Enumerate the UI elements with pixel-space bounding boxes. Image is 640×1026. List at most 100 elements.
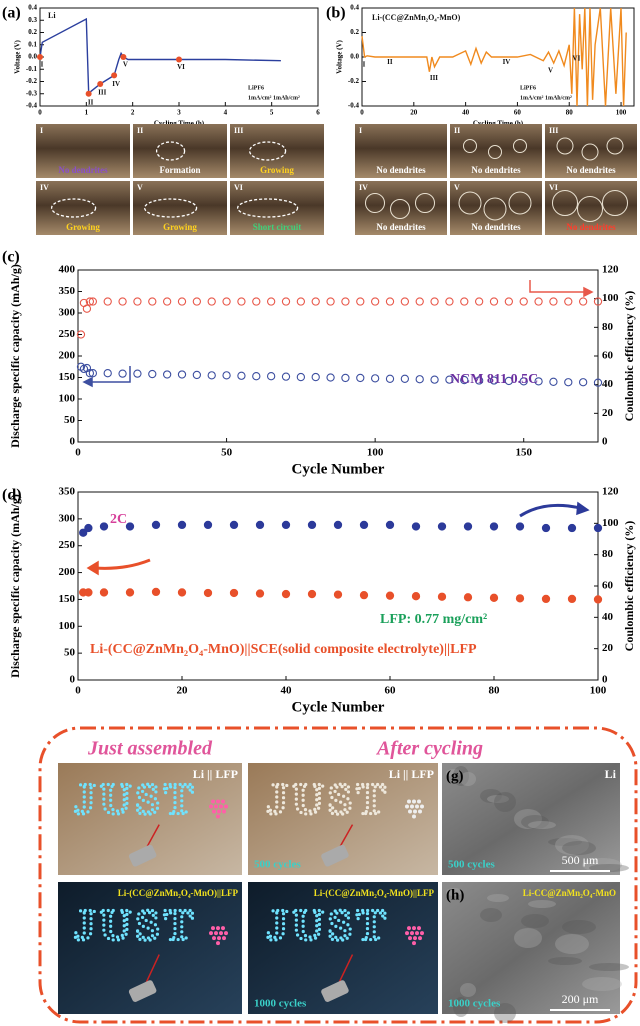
y-tick-label: 400 bbox=[59, 264, 76, 276]
y2-tick-label: 60 bbox=[602, 350, 614, 362]
y-tick-label: 50 bbox=[64, 647, 76, 659]
data-point bbox=[505, 298, 512, 305]
data-point bbox=[312, 373, 319, 380]
data-point bbox=[550, 298, 557, 305]
annotation: LiPF6 bbox=[520, 85, 536, 91]
data-point bbox=[386, 375, 393, 382]
data-point bbox=[550, 378, 557, 385]
y-tick-label: 0 bbox=[70, 674, 76, 686]
x-tick-label: 80 bbox=[489, 685, 501, 697]
y-tick-label: 200 bbox=[59, 566, 76, 578]
led-heart bbox=[219, 931, 223, 935]
scale-label: 200 μm bbox=[562, 992, 599, 1006]
y2-tick-label: 40 bbox=[602, 378, 614, 390]
led-heart bbox=[221, 926, 225, 930]
scale-label: 500 μm bbox=[562, 853, 599, 867]
data-point bbox=[85, 524, 92, 531]
led-heart bbox=[415, 931, 419, 935]
x-tick-label: 3 bbox=[177, 109, 181, 117]
data-point bbox=[308, 590, 315, 597]
y-tick-label: -0.2 bbox=[348, 77, 360, 85]
data-point bbox=[297, 373, 304, 380]
x-tick-label: 0 bbox=[360, 109, 364, 117]
photo-caption: No dendrites bbox=[376, 222, 426, 232]
photo-caption: No dendrites bbox=[566, 222, 616, 232]
event-label: IV bbox=[503, 58, 511, 66]
data-point bbox=[568, 524, 575, 531]
led-heart bbox=[224, 805, 228, 809]
y-tick-label: 100 bbox=[59, 393, 76, 405]
y-tick-label: 0 bbox=[70, 436, 76, 448]
sem-caption: Li bbox=[605, 767, 617, 781]
x-tick-label: 4 bbox=[224, 109, 228, 117]
data-point bbox=[119, 370, 126, 377]
photo-caption: Li-(CC@ZnMn₂O₄-MnO)||LFP bbox=[314, 888, 435, 898]
y-tick-label: 0.1 bbox=[28, 40, 37, 48]
y-axis-label: Voltage (V) bbox=[14, 39, 22, 73]
led-heart bbox=[222, 936, 226, 940]
heading: Just assembled bbox=[87, 738, 213, 760]
data-point bbox=[535, 298, 542, 305]
data-point bbox=[238, 372, 245, 379]
data-point bbox=[268, 298, 275, 305]
led-heart bbox=[413, 936, 417, 940]
data-point bbox=[476, 298, 483, 305]
led-heart bbox=[216, 941, 220, 945]
event-label: I bbox=[41, 61, 44, 69]
x-tick-label: 60 bbox=[514, 109, 522, 117]
y-tick-label: 0.4 bbox=[28, 4, 37, 12]
data-point bbox=[149, 370, 156, 377]
data-point bbox=[412, 523, 419, 530]
led-heart bbox=[222, 810, 226, 814]
y-tick-label: 0.0 bbox=[350, 53, 359, 61]
data-point bbox=[223, 372, 230, 379]
photo-caption: Li || LFP bbox=[389, 767, 434, 781]
data-point bbox=[342, 298, 349, 305]
x-tick-label: 0 bbox=[75, 685, 81, 697]
data-point bbox=[490, 298, 497, 305]
data-point bbox=[334, 591, 341, 598]
data-point bbox=[100, 589, 107, 596]
data-point bbox=[104, 298, 111, 305]
photo-numeral: II bbox=[454, 126, 460, 135]
data-point bbox=[357, 374, 364, 381]
x-axis-label: Cycle Number bbox=[292, 699, 385, 715]
data-point bbox=[164, 298, 171, 305]
y-tick-label: 0.0 bbox=[28, 53, 37, 61]
led-heart bbox=[216, 926, 220, 930]
data-point bbox=[360, 521, 367, 528]
y2-tick-label: 0 bbox=[602, 674, 608, 686]
photo-caption: No dendrites bbox=[471, 222, 521, 232]
photo-numeral: III bbox=[549, 126, 558, 135]
sem-texture bbox=[528, 821, 556, 829]
y-tick-label: -0.3 bbox=[26, 89, 38, 97]
cycles-label: 500 cycles bbox=[254, 859, 301, 871]
led-heart bbox=[420, 805, 424, 809]
led-heart bbox=[219, 805, 223, 809]
led-heart bbox=[412, 815, 416, 819]
data-point bbox=[85, 589, 92, 596]
photo-caption: Growing bbox=[66, 222, 100, 232]
y-tick-label: -0.4 bbox=[26, 102, 38, 110]
arrows bbox=[84, 280, 592, 574]
annotation: NCM 811 0.5C bbox=[450, 372, 538, 387]
data-point bbox=[282, 373, 289, 380]
led-heart bbox=[407, 800, 411, 804]
x-tick-label: 40 bbox=[281, 685, 293, 697]
x-tick-label: 60 bbox=[385, 685, 397, 697]
data-point bbox=[580, 379, 587, 386]
y-tick-label: 150 bbox=[59, 593, 76, 605]
data-point bbox=[372, 298, 379, 305]
data-point bbox=[594, 524, 601, 531]
data-point bbox=[542, 524, 549, 531]
data-point bbox=[342, 374, 349, 381]
y-tick-label: 0.2 bbox=[350, 28, 359, 36]
led-heart bbox=[405, 805, 409, 809]
y-tick-label: 0.2 bbox=[28, 28, 37, 36]
data-point bbox=[223, 298, 230, 305]
led-text: JUST bbox=[73, 774, 197, 823]
y-tick-label: -0.2 bbox=[26, 77, 38, 85]
y-axis-label: Voltage (V) bbox=[336, 39, 344, 73]
y-tick-label: 300 bbox=[59, 512, 76, 524]
data-point bbox=[431, 298, 438, 305]
